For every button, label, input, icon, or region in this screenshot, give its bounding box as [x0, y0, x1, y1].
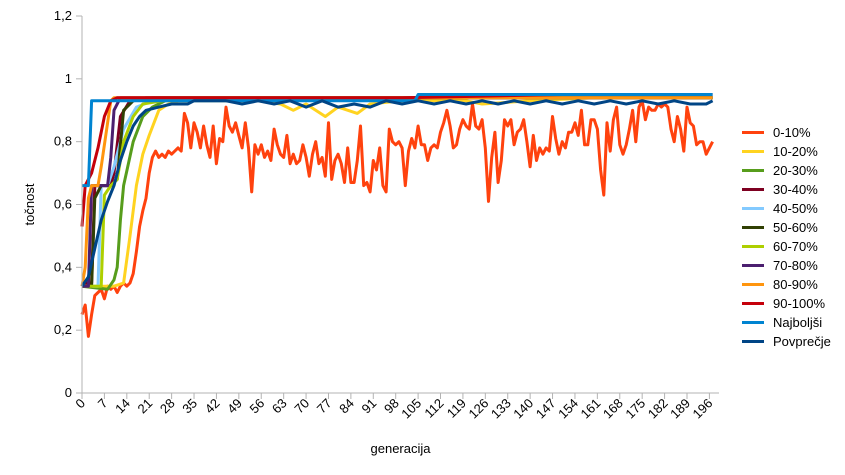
y-tick-label: 0,4	[54, 259, 72, 274]
y-tick-label: 1	[65, 71, 72, 86]
legend-swatch	[742, 226, 764, 229]
x-tick-label: 28	[157, 396, 178, 417]
x-tick-label: 70	[291, 396, 312, 417]
x-tick-label: 42	[202, 396, 223, 417]
x-tick-label: 154	[555, 396, 581, 422]
legend-item: Najboljši	[742, 313, 842, 332]
series-line-povpre-je	[80, 99, 714, 288]
legend-label: 40-50%	[773, 201, 818, 216]
x-tick-label: 105	[398, 396, 424, 422]
x-tick-label: 21	[135, 396, 156, 417]
legend-label: 30-40%	[773, 182, 818, 197]
y-tick-label: 0,2	[54, 322, 72, 337]
legend-item: 20-30%	[742, 161, 842, 180]
legend-item: 80-90%	[742, 275, 842, 294]
x-tick-label: 168	[600, 396, 626, 422]
legend-label: 60-70%	[773, 239, 818, 254]
x-tick-label: 140	[510, 396, 536, 422]
x-tick-label: 175	[622, 396, 648, 422]
legend-swatch	[742, 169, 764, 172]
legend-swatch	[742, 283, 764, 286]
x-tick-label: 189	[667, 396, 693, 422]
x-tick-label: 161	[578, 396, 604, 422]
legend-swatch	[742, 321, 764, 324]
legend-swatch	[742, 302, 764, 305]
y-tick-label: 0,8	[54, 134, 72, 149]
x-tick-label: 63	[269, 396, 290, 417]
legend-label: 20-30%	[773, 163, 818, 178]
legend-item: 90-100%	[742, 294, 842, 313]
x-tick-label: 91	[359, 396, 380, 417]
x-tick-label: 196	[690, 396, 716, 422]
y-tick-label: 1,2	[54, 8, 72, 23]
x-tick-label: 56	[247, 396, 268, 417]
y-axis-ticks: 0 0,2 0,4 0,6 0,8 1 1,2	[54, 8, 82, 400]
x-axis-ticks: 0 7 14 21 28 35 42 49 56 63 70 77 84 91 98105112119126…	[72, 393, 716, 422]
legend-swatch	[742, 150, 764, 153]
x-tick-label: 0	[72, 396, 88, 412]
x-tick-label: 49	[224, 396, 245, 417]
legend-item: 70-80%	[742, 256, 842, 275]
legend-item: Povprečje	[742, 332, 842, 351]
legend-label: 10-20%	[773, 144, 818, 159]
legend-item: 0-10%	[742, 123, 842, 142]
x-tick-label: 98	[381, 396, 402, 417]
series-line-0-10	[80, 99, 714, 338]
legend: 0-10% 10-20% 20-30% 30-40% 40-50% 50-60% 60-70…	[742, 123, 842, 351]
x-tick-label: 77	[314, 396, 335, 417]
legend-swatch	[742, 188, 764, 191]
x-tick-label: 147	[533, 396, 559, 422]
legend-label: 0-10%	[773, 125, 811, 140]
x-tick-label: 112	[421, 396, 446, 421]
legend-label: Povprečje	[773, 334, 831, 349]
x-tick-label: 84	[336, 396, 357, 417]
x-tick-label: 35	[179, 396, 200, 417]
legend-label: 90-100%	[773, 296, 826, 311]
series-layer	[80, 93, 714, 338]
legend-swatch	[742, 264, 764, 267]
legend-swatch	[742, 245, 764, 248]
legend-label: 50-60%	[773, 220, 818, 235]
y-axis-title: točnost	[22, 183, 37, 225]
legend-swatch	[742, 207, 764, 210]
x-tick-label: 7	[95, 396, 111, 412]
x-tick-label: 126	[465, 396, 491, 422]
legend-item: 50-60%	[742, 218, 842, 237]
legend-item: 60-70%	[742, 237, 842, 256]
x-tick-label: 182	[645, 396, 671, 422]
x-tick-label: 119	[444, 396, 469, 421]
legend-item: 30-40%	[742, 180, 842, 199]
x-axis-title: generacija	[371, 441, 432, 456]
legend-label: 70-80%	[773, 258, 818, 273]
x-tick-label: 14	[112, 396, 133, 417]
y-tick-label: 0,6	[54, 197, 72, 212]
legend-label: 80-90%	[773, 277, 818, 292]
legend-swatch	[742, 131, 764, 134]
y-tick-label: 0	[65, 385, 72, 400]
legend-swatch	[742, 340, 764, 343]
x-tick-label: 133	[488, 396, 514, 422]
legend-label: Najboljši	[773, 315, 823, 330]
legend-item: 10-20%	[742, 142, 842, 161]
legend-item: 40-50%	[742, 199, 842, 218]
